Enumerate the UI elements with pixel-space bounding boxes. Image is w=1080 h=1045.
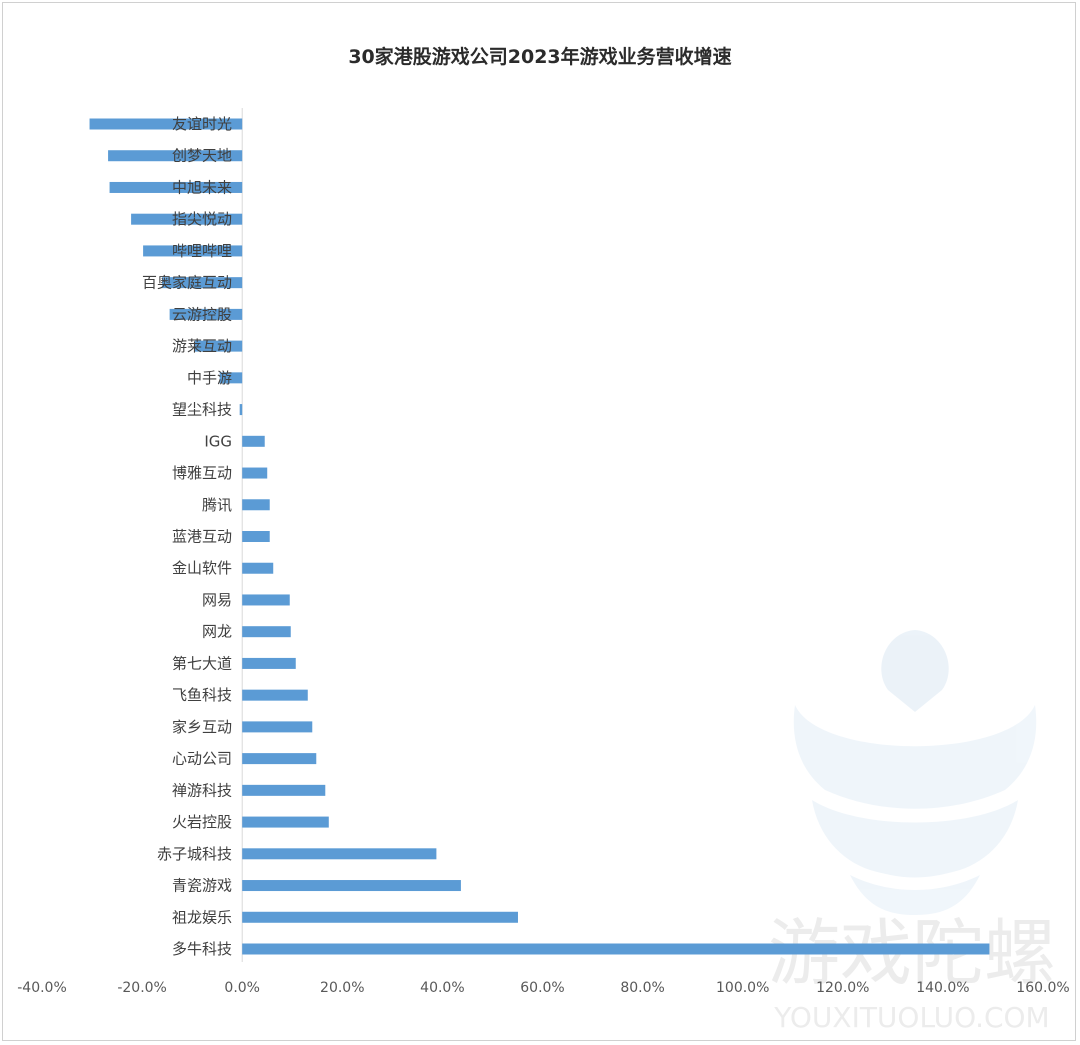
bar [242,880,461,892]
bar [242,531,270,542]
watermark-logo [793,630,1037,915]
x-tick-label: 160.0% [1016,980,1069,996]
watermark-subtext: YOUXITUOLUO.COM [773,1001,1049,1034]
bar [143,245,243,257]
category-label: 网龙 [202,623,232,641]
bar [108,150,243,162]
category-label: 哔哩哔哩 [172,242,232,260]
category-label: 指尖悦动 [172,210,232,228]
category-label: 心动公司 [172,750,232,768]
bar [242,435,265,447]
category-label: 网易 [202,591,232,609]
category-label: 火岩控股 [172,813,232,831]
bar [242,784,326,796]
bar [242,657,296,669]
bar [242,943,990,955]
x-tick-label: 80.0% [620,980,664,996]
category-label: 家乡互动 [172,718,232,736]
bar [162,277,243,289]
bar [131,213,243,225]
category-label: 禅游科技 [172,781,232,799]
bar [242,816,329,828]
bar [242,594,290,606]
category-label: 博雅互动 [172,464,232,482]
category-label: 飞鱼科技 [172,686,232,704]
bar [194,340,243,352]
category-label: 青瓷游戏 [172,877,232,895]
bar [239,404,243,416]
bar [242,753,317,765]
bar [242,626,291,638]
category-label: 腾讯 [202,496,232,514]
bar [109,181,243,193]
x-tick-label: 0.0% [224,980,260,996]
x-tick-label: -20.0% [117,980,167,996]
bar [169,308,243,320]
x-tick-label: -40.0% [17,980,67,996]
bar [242,467,268,479]
category-label: 祖龙娱乐 [172,908,232,926]
bar [89,118,243,130]
category-label: 金山软件 [172,559,232,577]
x-tick-label: 20.0% [320,980,364,996]
bar [242,911,518,923]
category-label: 云游控股 [172,305,232,323]
x-tick-label: 60.0% [520,980,564,996]
category-label: 蓝港互动 [172,528,232,546]
x-tick-label: 40.0% [420,980,464,996]
x-tick-label: 140.0% [916,980,969,996]
category-label: 游莱互动 [172,337,232,355]
bar [242,499,270,511]
chart-title: 30家港股游戏公司2023年游戏业务营收增速 [348,46,732,68]
category-label: 中手游 [187,369,232,387]
category-label: IGG [204,432,232,450]
bar [242,689,308,701]
category-label: 友谊时光 [172,115,232,133]
bar [219,372,243,384]
category-label: 创梦天地 [172,147,232,165]
category-label: 赤子城科技 [157,845,232,863]
x-tick-label: 120.0% [816,980,869,996]
category-label: 望尘科技 [172,401,232,419]
bar [242,562,274,574]
category-label: 多牛科技 [172,940,232,958]
bar [242,721,313,733]
category-label: 百奥家庭互动 [142,274,232,292]
category-label: 中旭未来 [172,178,232,196]
category-label: 第七大道 [172,654,232,672]
bar [242,848,437,860]
x-tick-label: 100.0% [716,980,769,996]
